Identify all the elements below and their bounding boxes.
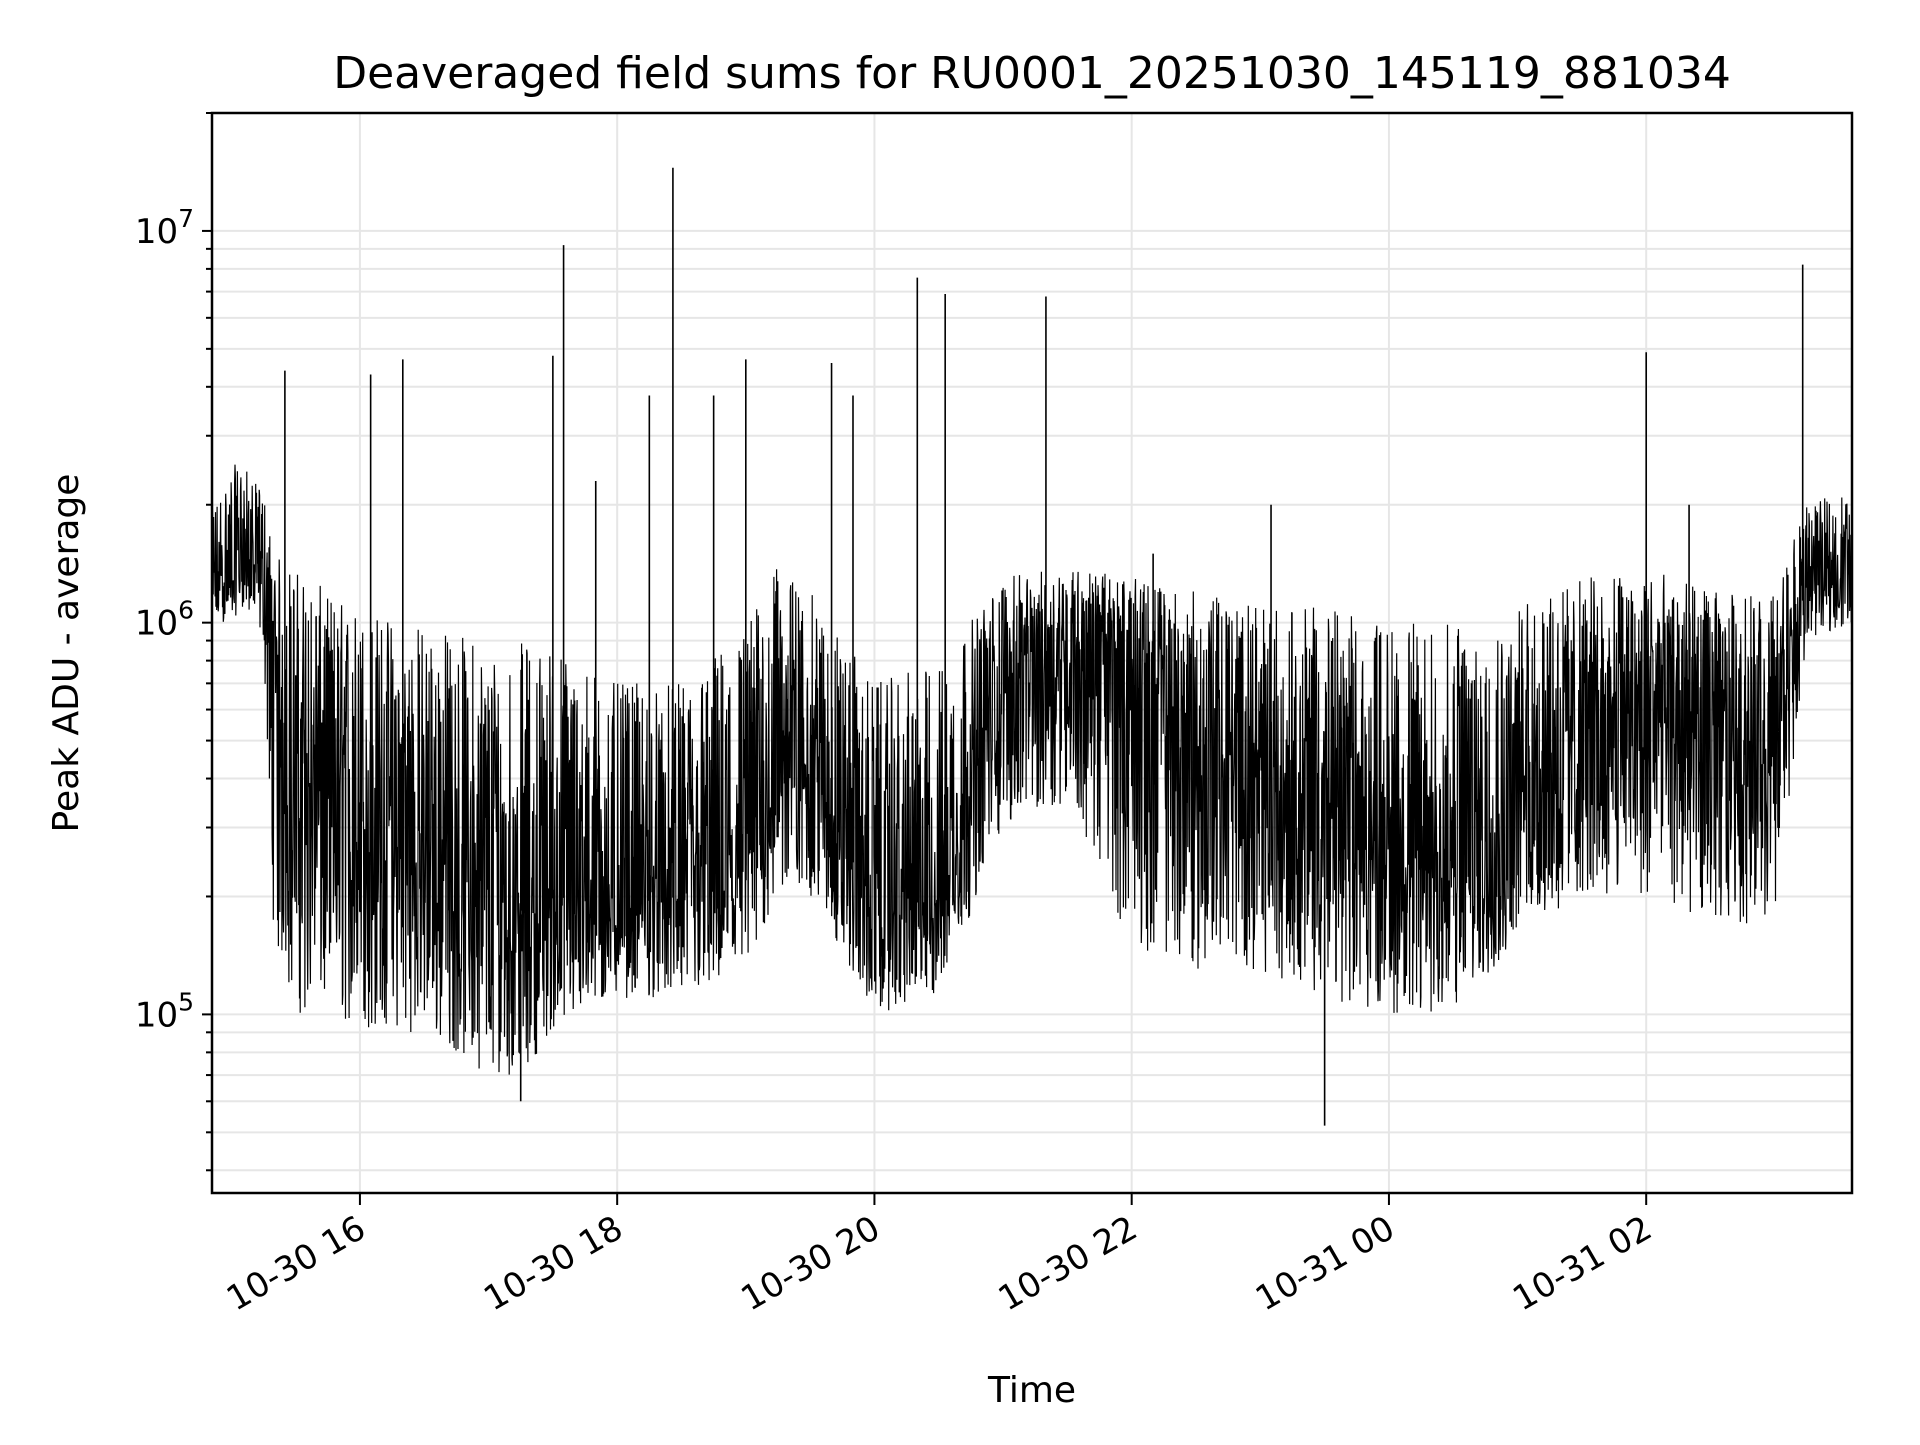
series-line: [211, 464, 1853, 1075]
y-tick-label: 107: [135, 204, 194, 252]
y-tick-label: 106: [135, 596, 194, 644]
y-tick-label: 105: [135, 987, 194, 1035]
data-layer: [211, 167, 1853, 1126]
y-axis-label: Peak ADU - average: [46, 474, 87, 833]
chart-title: Deaveraged field sums for RU0001_2025103…: [333, 48, 1731, 99]
x-axis-label: Time: [987, 1370, 1076, 1411]
plot-frame: [210, 111, 1854, 1195]
